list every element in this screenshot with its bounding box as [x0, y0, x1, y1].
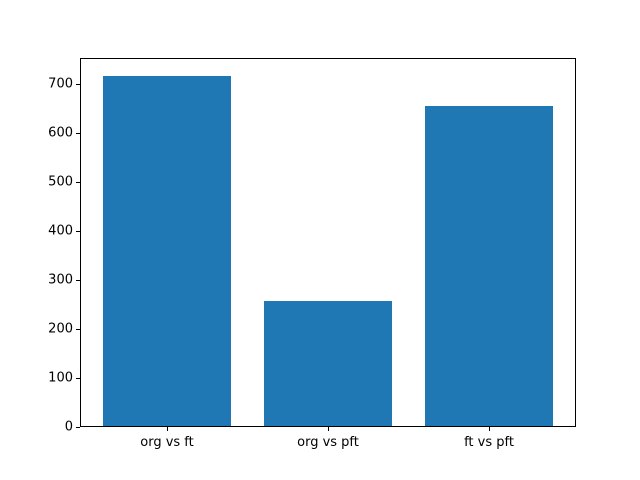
- y-tick-label: 600: [48, 125, 73, 141]
- y-tick-label: 100: [48, 370, 73, 386]
- y-tick-mark: [76, 328, 80, 330]
- y-tick-mark: [76, 132, 80, 134]
- y-tick-mark: [76, 181, 80, 183]
- x-tick-mark: [327, 427, 329, 431]
- y-tick-mark: [76, 426, 80, 428]
- x-tick-label-org-vs-pft: org vs pft: [297, 435, 359, 450]
- y-tick-label: 700: [48, 76, 73, 92]
- bar-ft-vs-pft: [424, 105, 554, 427]
- y-tick-label: 0: [64, 419, 73, 435]
- bar-org-vs-ft: [102, 75, 232, 427]
- y-tick-mark: [76, 279, 80, 281]
- y-tick-mark: [76, 377, 80, 379]
- y-tick-label: 300: [48, 272, 73, 288]
- plot-area: [80, 58, 576, 427]
- x-tick-label-ft-vs-pft: ft vs pft: [464, 435, 514, 450]
- x-tick-mark: [488, 427, 490, 431]
- y-tick-mark: [76, 83, 80, 85]
- y-tick-label: 400: [48, 223, 73, 239]
- y-tick-mark: [76, 230, 80, 232]
- y-tick-label: 500: [48, 174, 73, 190]
- bar-org-vs-pft: [263, 300, 393, 427]
- x-tick-mark: [166, 427, 168, 431]
- y-tick-label: 200: [48, 321, 73, 337]
- x-tick-label-org-vs-ft: org vs ft: [140, 435, 194, 450]
